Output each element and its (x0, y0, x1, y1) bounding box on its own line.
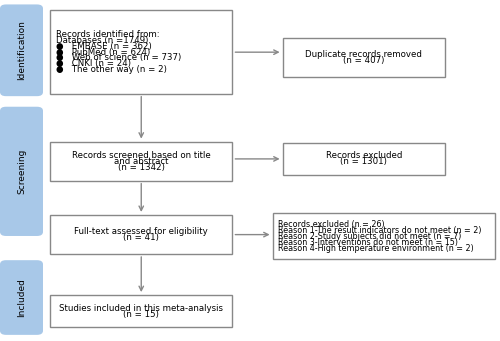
Text: Records excluded: Records excluded (326, 151, 402, 160)
Text: Screening: Screening (17, 149, 26, 194)
Text: Records excluded (n = 26): Records excluded (n = 26) (278, 220, 385, 229)
Text: Studies included in this meta-analysis: Studies included in this meta-analysis (60, 304, 223, 313)
Text: (n = 1301): (n = 1301) (340, 157, 387, 166)
Text: ●   CNKI (n = 24): ● CNKI (n = 24) (56, 59, 131, 69)
FancyBboxPatch shape (0, 260, 43, 335)
Text: Databases (n =1749): Databases (n =1749) (56, 35, 148, 45)
Text: (n = 1342): (n = 1342) (118, 163, 164, 172)
Text: Records screened based on title: Records screened based on title (72, 151, 210, 160)
Text: Reason 1-The result indicators do not meet (n = 2): Reason 1-The result indicators do not me… (278, 226, 482, 235)
FancyBboxPatch shape (282, 143, 445, 175)
FancyBboxPatch shape (50, 10, 232, 94)
Text: Identification: Identification (17, 20, 26, 80)
FancyBboxPatch shape (50, 142, 232, 181)
FancyBboxPatch shape (0, 107, 43, 236)
Text: (n = 407): (n = 407) (343, 56, 384, 64)
FancyBboxPatch shape (272, 213, 495, 259)
Text: ●   Web of science (n = 737): ● Web of science (n = 737) (56, 54, 181, 62)
Text: Reason 3-Interventions do not meet (n = 15): Reason 3-Interventions do not meet (n = … (278, 238, 458, 247)
Text: Reason 4-High temperature environment (n = 2): Reason 4-High temperature environment (n… (278, 243, 474, 253)
FancyBboxPatch shape (50, 215, 232, 254)
FancyBboxPatch shape (50, 295, 232, 327)
Text: (n = 41): (n = 41) (124, 233, 159, 242)
Text: ●   The other way (n = 2): ● The other way (n = 2) (56, 65, 167, 74)
Text: Full-text assessed for eligibility: Full-text assessed for eligibility (74, 227, 208, 236)
Text: ●   PubMed (n = 624): ● PubMed (n = 624) (56, 47, 150, 57)
Text: (n = 15): (n = 15) (124, 310, 159, 318)
Text: Reason 2-Study subjects did not meet (n = 7): Reason 2-Study subjects did not meet (n … (278, 232, 462, 241)
Text: and abstract: and abstract (114, 157, 168, 166)
Text: Records identified from:: Records identified from: (56, 30, 160, 39)
Text: Duplicate records removed: Duplicate records removed (306, 50, 422, 59)
Text: Included: Included (17, 278, 26, 317)
FancyBboxPatch shape (282, 38, 445, 77)
FancyBboxPatch shape (0, 4, 43, 96)
Text: ●   EMBASE (n = 362): ● EMBASE (n = 362) (56, 42, 152, 50)
